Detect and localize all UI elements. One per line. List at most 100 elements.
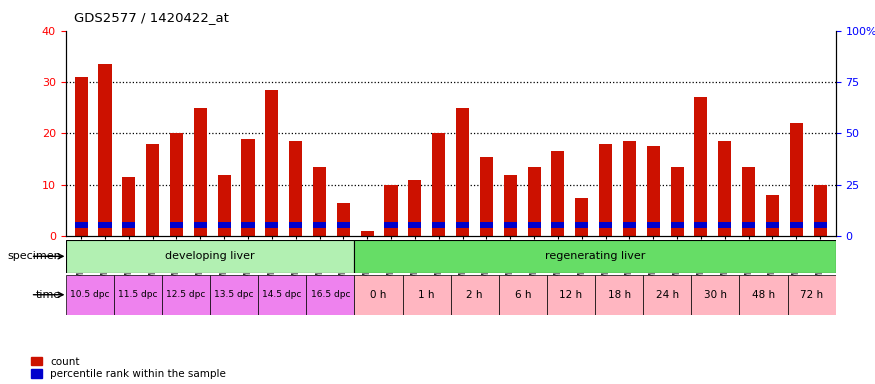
Bar [599, 222, 612, 228]
Bar [670, 167, 683, 236]
Bar [528, 167, 541, 236]
Bar [456, 108, 469, 236]
Text: specimen: specimen [8, 251, 61, 262]
Bar [739, 275, 788, 315]
Bar [691, 275, 739, 315]
Text: 1 h: 1 h [418, 290, 435, 300]
Bar [402, 275, 451, 315]
Bar [742, 167, 755, 236]
Bar [575, 222, 588, 228]
Bar [551, 222, 564, 228]
Bar [790, 222, 803, 228]
Bar [66, 275, 114, 315]
Bar [790, 123, 803, 236]
Bar [456, 222, 469, 228]
Bar [504, 174, 517, 236]
Bar [766, 222, 779, 228]
Bar [432, 222, 445, 228]
Bar [528, 222, 541, 228]
Bar [210, 275, 258, 315]
Bar [409, 222, 422, 228]
Bar [123, 222, 136, 228]
Legend: count, percentile rank within the sample: count, percentile rank within the sample [31, 357, 226, 379]
Bar [599, 144, 612, 236]
Bar [337, 203, 350, 236]
Bar [193, 108, 206, 236]
Bar [98, 222, 111, 228]
Bar [114, 275, 162, 315]
Bar [360, 231, 374, 236]
Bar [670, 222, 683, 228]
Text: time: time [36, 290, 61, 300]
Bar [265, 222, 278, 228]
Text: 11.5 dpc: 11.5 dpc [118, 290, 158, 299]
Bar [814, 222, 827, 228]
Bar [432, 133, 445, 236]
Bar [354, 240, 836, 273]
Bar [788, 275, 836, 315]
Bar [170, 133, 183, 236]
Text: 0 h: 0 h [370, 290, 387, 300]
Bar [162, 275, 210, 315]
Bar [258, 275, 306, 315]
Bar [354, 275, 402, 315]
Text: 10.5 dpc: 10.5 dpc [70, 290, 109, 299]
Bar [384, 222, 397, 228]
Bar [337, 222, 350, 228]
Text: GDS2577 / 1420422_at: GDS2577 / 1420422_at [74, 12, 229, 25]
Bar [74, 222, 88, 228]
Bar [718, 222, 732, 228]
Bar [718, 141, 732, 236]
Text: 14.5 dpc: 14.5 dpc [262, 290, 302, 299]
Bar [306, 275, 354, 315]
Bar [575, 198, 588, 236]
Bar [193, 222, 206, 228]
Text: 12.5 dpc: 12.5 dpc [166, 290, 206, 299]
Bar [451, 275, 499, 315]
Bar [643, 275, 691, 315]
Text: 30 h: 30 h [704, 290, 727, 300]
Bar [742, 222, 755, 228]
Text: 72 h: 72 h [800, 290, 823, 300]
Bar [218, 174, 231, 236]
Bar [623, 222, 636, 228]
Text: 13.5 dpc: 13.5 dpc [214, 290, 254, 299]
Text: 24 h: 24 h [655, 290, 679, 300]
Text: 18 h: 18 h [607, 290, 631, 300]
Bar [695, 222, 708, 228]
Bar [547, 275, 595, 315]
Text: 48 h: 48 h [752, 290, 775, 300]
Bar [289, 141, 302, 236]
Text: developing liver: developing liver [165, 251, 255, 262]
Bar [265, 90, 278, 236]
Bar [123, 177, 136, 236]
Bar [384, 185, 397, 236]
Text: 6 h: 6 h [514, 290, 531, 300]
Bar [814, 185, 827, 236]
Text: regenerating liver: regenerating liver [545, 251, 645, 262]
Bar [409, 180, 422, 236]
Bar [74, 77, 88, 236]
Bar [480, 157, 493, 236]
Bar [647, 146, 660, 236]
Bar [66, 240, 354, 273]
Bar [766, 195, 779, 236]
Bar [499, 275, 547, 315]
Bar [623, 141, 636, 236]
Bar [146, 144, 159, 236]
Bar [218, 222, 231, 228]
Bar [170, 222, 183, 228]
Bar [313, 167, 326, 236]
Bar [480, 222, 493, 228]
Bar [695, 98, 708, 236]
Text: 16.5 dpc: 16.5 dpc [311, 290, 350, 299]
Bar [289, 222, 302, 228]
Bar [504, 222, 517, 228]
Bar [595, 275, 643, 315]
Text: 2 h: 2 h [466, 290, 483, 300]
Bar [98, 64, 111, 236]
Text: 12 h: 12 h [559, 290, 583, 300]
Bar [313, 222, 326, 228]
Bar [242, 222, 255, 228]
Bar [242, 139, 255, 236]
